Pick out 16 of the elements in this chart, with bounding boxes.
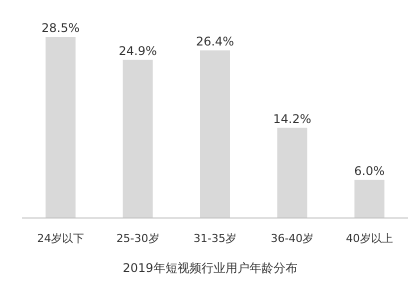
data-label: 26.4% xyxy=(196,34,234,48)
x-tick-label: 24岁以下 xyxy=(37,232,84,245)
bar xyxy=(354,180,384,218)
x-tick-label: 40岁以上 xyxy=(346,232,393,245)
bar xyxy=(277,128,308,218)
x-tick-label: 31-35岁 xyxy=(194,232,236,245)
data-label: 24.9% xyxy=(118,44,157,58)
bar xyxy=(46,37,76,218)
data-label: 6.0% xyxy=(354,164,385,178)
bar xyxy=(200,50,230,218)
data-label: 28.5% xyxy=(42,21,80,35)
x-tick-label: 25-30岁 xyxy=(116,232,160,245)
data-label: 14.2% xyxy=(273,112,312,126)
text: 2019年短视频行业用户年龄分布 xyxy=(122,261,298,275)
bar xyxy=(122,60,153,218)
x-tick-label: 36-40岁 xyxy=(270,232,314,245)
